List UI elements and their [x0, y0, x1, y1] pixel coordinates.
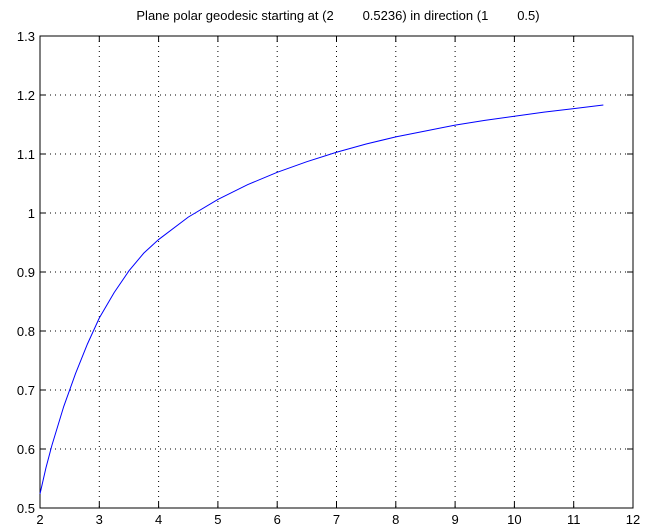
x-tick-label: 4 [155, 512, 162, 527]
x-tick-label: 7 [333, 512, 340, 527]
x-tick-label: 9 [451, 512, 458, 527]
chart-title: Plane polar geodesic starting at (2 0.52… [136, 8, 539, 23]
x-tick-label: 5 [214, 512, 221, 527]
y-tick-labels: 0.5 0.6 0.7 0.8 0.9 1 1.1 1.2 1.3 [17, 29, 35, 516]
x-tick-label: 6 [274, 512, 281, 527]
x-tick-label: 3 [96, 512, 103, 527]
y-tick-label: 0.8 [17, 324, 35, 339]
y-tick-label: 0.9 [17, 265, 35, 280]
geodesic-line [39, 104, 604, 494]
x-tick-label: 12 [626, 512, 640, 527]
y-tick-label: 1.1 [17, 147, 35, 162]
y-tick-label: 1 [28, 206, 35, 221]
grid-lines [40, 36, 633, 508]
tick-marks [39, 35, 634, 509]
x-tick-label: 10 [507, 512, 521, 527]
y-tick-label: 1.3 [17, 29, 35, 44]
y-tick-label: 0.6 [17, 442, 35, 457]
x-tick-label: 11 [567, 512, 581, 527]
y-tick-label: 0.5 [17, 501, 35, 516]
x-tick-labels: 2 3 4 5 6 7 8 9 10 11 12 [36, 512, 640, 527]
x-tick-label: 2 [36, 512, 43, 527]
y-tick-label: 1.2 [17, 88, 35, 103]
y-tick-label: 0.7 [17, 383, 35, 398]
x-tick-label: 8 [392, 512, 399, 527]
